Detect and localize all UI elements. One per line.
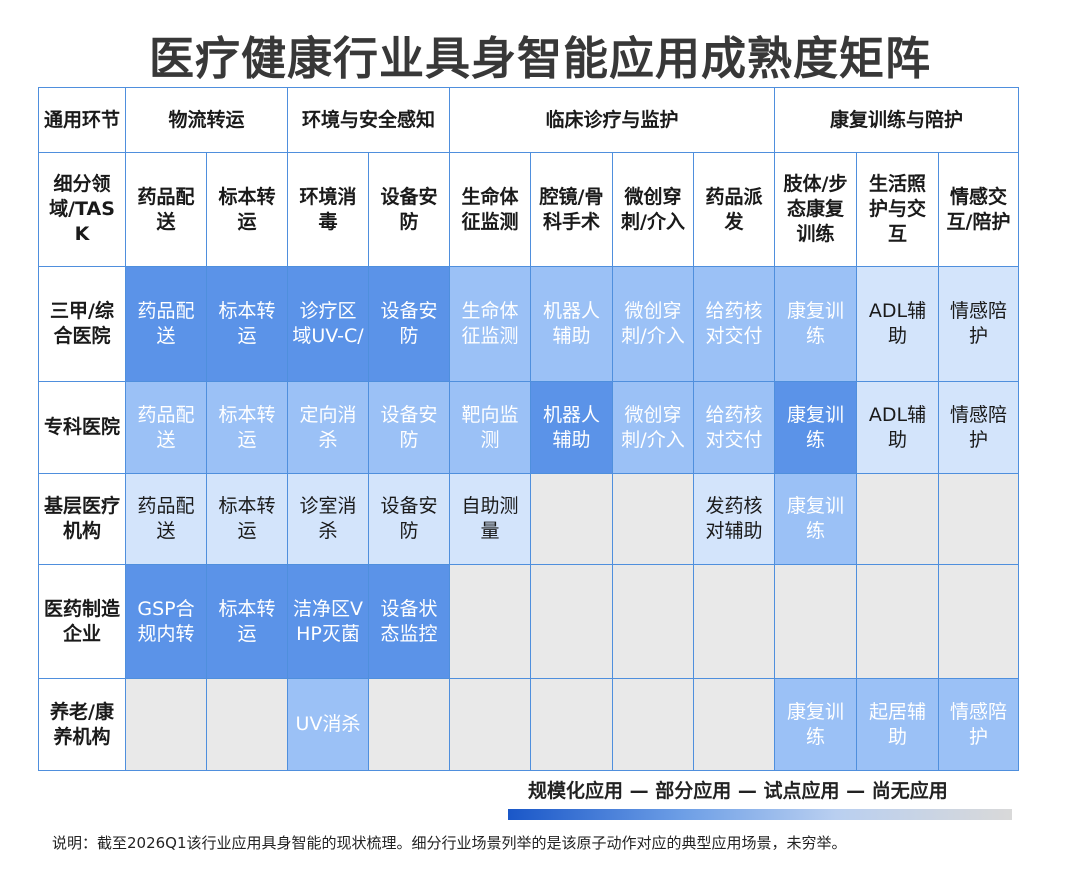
- matrix-cell: 洁净区VHP灭菌: [287, 564, 369, 679]
- matrix-cell: 药品配送: [125, 381, 207, 474]
- row-header: 医药制造企业: [38, 564, 126, 679]
- matrix-row: 养老/康养机构 UV消杀 康复训练 起居辅助 情感陪护: [38, 678, 1019, 771]
- matrix-cell: 自助测量: [449, 473, 531, 565]
- matrix-cell-empty: [856, 564, 939, 679]
- matrix-row: 基层医疗机构 药品配送 标本转运 诊室消杀 设备安防 自助测量 发药核对辅助 康复训练: [38, 473, 1019, 565]
- maturity-matrix: 通用环节 物流转运 环境与安全感知 临床诊疗与监护 康复训练与陪护 细分领域/T…: [38, 87, 1019, 771]
- matrix-cell: 设备安防: [368, 266, 450, 382]
- task-header: 药品派发: [693, 152, 775, 267]
- legend-gradient-bar: [508, 809, 1012, 820]
- legend-text: 规模化应用 — 部分应用 — 试点应用 — 尚无应用: [528, 780, 948, 802]
- matrix-cell: 生命体征监测: [449, 266, 531, 382]
- matrix-cell: 微创穿刺/介入: [612, 381, 694, 474]
- matrix-cell: 机器人辅助: [530, 381, 613, 474]
- matrix-cell: 情感陪护: [938, 266, 1019, 382]
- matrix-cell: 给药核对交付: [693, 381, 775, 474]
- task-header: 肢体/步态康复训练: [774, 152, 857, 267]
- matrix-cell: 标本转运: [206, 381, 288, 474]
- matrix-cell: 给药核对交付: [693, 266, 775, 382]
- matrix-cell-empty: [530, 678, 613, 771]
- group-header-clinical: 临床诊疗与监护: [449, 87, 775, 153]
- matrix-cell: 诊疗区域UV-C/: [287, 266, 369, 382]
- group-header-row: 通用环节 物流转运 环境与安全感知 临床诊疗与监护 康复训练与陪护: [38, 87, 1019, 153]
- footnote: 说明：截至2026Q1该行业应用具身智能的现状梳理。细分行业场景列举的是该原子动…: [52, 834, 847, 852]
- matrix-cell: 设备状态监控: [368, 564, 450, 679]
- matrix-cell: 靶向监测: [449, 381, 531, 474]
- matrix-cell-empty: [856, 473, 939, 565]
- matrix-cell: 发药核对辅助: [693, 473, 775, 565]
- group-header-logistics: 物流转运: [125, 87, 288, 153]
- matrix-cell: 药品配送: [125, 473, 207, 565]
- matrix-cell-empty: [938, 473, 1019, 565]
- group-header-rehab: 康复训练与陪护: [774, 87, 1019, 153]
- matrix-cell: ADL辅助: [856, 266, 939, 382]
- group-header-environment: 环境与安全感知: [287, 87, 450, 153]
- header-group-label: 通用环节: [38, 87, 126, 153]
- row-header: 三甲/综合医院: [38, 266, 126, 382]
- matrix-cell-empty: [206, 678, 288, 771]
- matrix-row: 三甲/综合医院 药品配送 标本转运 诊疗区域UV-C/设备安防 生命体征监测 机器人辅助微…: [38, 266, 1019, 382]
- matrix-cell: 标本转运: [206, 473, 288, 565]
- matrix-cell-empty: [693, 564, 775, 679]
- matrix-cell-empty: [938, 564, 1019, 679]
- task-header: 生活照护与交互: [856, 152, 939, 267]
- matrix-cell-empty: [612, 678, 694, 771]
- task-header: 环境消毒: [287, 152, 369, 267]
- matrix-cell-empty: [530, 473, 613, 565]
- matrix-cell: 设备安防: [368, 473, 450, 565]
- matrix-cell: 设备安防: [368, 381, 450, 474]
- matrix-row: 专科医院 药品配送 标本转运 定向消杀 设备安防 靶向监测 机器人辅助 微创穿刺/介入 给药核对…: [38, 381, 1019, 474]
- task-header: 腔镜/骨科手术: [530, 152, 613, 267]
- matrix-row: 医药制造企业 GSP合规内转 标本转运 洁净区VHP灭菌 设备状态监控: [38, 564, 1019, 679]
- matrix-cell: ADL辅助: [856, 381, 939, 474]
- matrix-cell: 微创穿刺/介入: [612, 266, 694, 382]
- matrix-cell-empty: [125, 678, 207, 771]
- page-title: 医疗健康行业具身智能应用成熟度矩阵: [148, 32, 931, 85]
- matrix-cell-empty: [530, 564, 613, 679]
- matrix-cell-empty: [693, 678, 775, 771]
- matrix-cell: 情感陪护: [938, 381, 1019, 474]
- matrix-cell: 标本转运: [206, 564, 288, 679]
- matrix-cell: 康复训练: [774, 473, 857, 565]
- matrix-cell: 标本转运: [206, 266, 288, 382]
- matrix-cell-empty: [774, 564, 857, 679]
- matrix-cell: 康复训练: [774, 266, 857, 382]
- row-header: 基层医疗机构: [38, 473, 126, 565]
- matrix-cell: 情感陪护: [938, 678, 1019, 771]
- matrix-cell: 药品配送: [125, 266, 207, 382]
- matrix-cell: GSP合规内转: [125, 564, 207, 679]
- task-header: 情感交互/陪护: [938, 152, 1019, 267]
- matrix-cell-empty: [612, 473, 694, 565]
- task-header: 微创穿刺/介入: [612, 152, 694, 267]
- task-header: 设备安防: [368, 152, 450, 267]
- matrix-cell: 起居辅助: [856, 678, 939, 771]
- matrix-cell-empty: [368, 678, 450, 771]
- header-task-label: 细分领域/TASK: [38, 152, 126, 267]
- matrix-cell-empty: [449, 678, 531, 771]
- matrix-cell-empty: [612, 564, 694, 679]
- matrix-cell: UV消杀: [287, 678, 369, 771]
- row-header: 养老/康养机构: [38, 678, 126, 771]
- task-header: 药品配送: [125, 152, 207, 267]
- row-header: 专科医院: [38, 381, 126, 474]
- matrix-cell: 诊室消杀: [287, 473, 369, 565]
- matrix-cell: 康复训练: [774, 381, 857, 474]
- matrix-cell: 机器人辅助: [530, 266, 613, 382]
- task-header: 标本转运: [206, 152, 288, 267]
- matrix-cell: 康复训练: [774, 678, 857, 771]
- task-header: 生命体征监测: [449, 152, 531, 267]
- task-header-row: 细分领域/TASK 药品配送 标本转运 环境消毒 设备安防 生命体征监测 腔镜/…: [38, 152, 1019, 267]
- matrix-cell: 定向消杀: [287, 381, 369, 474]
- matrix-cell-empty: [449, 564, 531, 679]
